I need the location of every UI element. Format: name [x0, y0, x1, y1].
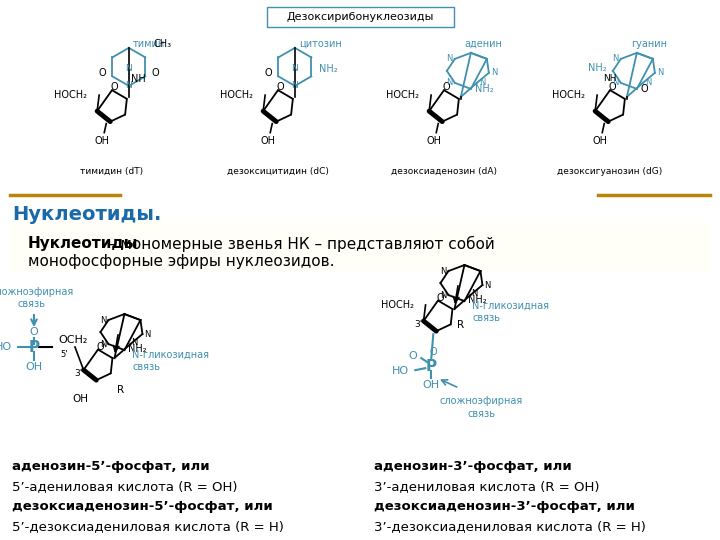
- Text: OH: OH: [72, 394, 89, 404]
- Text: NH₂: NH₂: [469, 295, 487, 305]
- Text: NH₂: NH₂: [588, 63, 607, 73]
- Text: NH₂: NH₂: [128, 344, 147, 354]
- Text: O: O: [436, 293, 444, 302]
- Text: N: N: [645, 78, 651, 87]
- Text: O: O: [99, 69, 107, 78]
- Text: аденин: аденин: [465, 39, 503, 49]
- Text: OH: OH: [95, 136, 109, 146]
- Text: O: O: [151, 69, 159, 78]
- Text: N: N: [446, 78, 453, 87]
- Text: CH₃: CH₃: [153, 39, 171, 49]
- Text: тимидин (dT): тимидин (dT): [81, 167, 143, 176]
- Text: OH: OH: [25, 362, 42, 372]
- Text: N: N: [100, 340, 107, 348]
- Text: сложноэфирная
связь: сложноэфирная связь: [0, 287, 73, 309]
- Text: аденозин-3’-фосфат, или: аденозин-3’-фосфат, или: [374, 460, 572, 473]
- Text: N: N: [100, 315, 107, 325]
- Text: N: N: [657, 69, 663, 77]
- Text: P: P: [426, 359, 437, 374]
- Text: P: P: [28, 340, 40, 354]
- Text: N: N: [292, 64, 298, 73]
- Text: OH: OH: [261, 136, 276, 146]
- Text: N: N: [440, 291, 446, 300]
- Text: OCH₂: OCH₂: [58, 335, 87, 345]
- Text: O: O: [30, 327, 38, 337]
- Text: O: O: [608, 82, 616, 92]
- Text: дезоксиаденозин (dA): дезоксиаденозин (dA): [391, 167, 497, 176]
- Text: R: R: [457, 320, 464, 330]
- Text: HOCH₂: HOCH₂: [54, 90, 87, 100]
- Text: HOCH₂: HOCH₂: [386, 90, 419, 100]
- Text: O: O: [641, 84, 649, 94]
- Text: дезоксиаденозин-5’-фосфат, или: дезоксиаденозин-5’-фосфат, или: [12, 500, 273, 513]
- Text: HOCH₂: HOCH₂: [381, 300, 413, 310]
- Text: гуанин: гуанин: [631, 39, 667, 49]
- Text: HO: HO: [0, 342, 12, 352]
- Text: 3': 3': [414, 320, 423, 329]
- Text: HO: HO: [392, 366, 409, 376]
- Text: R: R: [117, 386, 125, 395]
- Text: O: O: [265, 69, 272, 78]
- Text: N: N: [125, 64, 132, 73]
- Text: N: N: [485, 281, 491, 289]
- Text: N: N: [479, 78, 485, 87]
- Text: NH₂: NH₂: [319, 64, 338, 75]
- Text: 5’-дезоксиадениловая кислота (R = H): 5’-дезоксиадениловая кислота (R = H): [12, 520, 284, 533]
- Text: NH: NH: [603, 74, 617, 83]
- FancyBboxPatch shape: [10, 222, 710, 272]
- Text: 5’-адениловая кислота (R = OH): 5’-адениловая кислота (R = OH): [12, 480, 238, 493]
- Text: OH: OH: [423, 380, 440, 390]
- Text: Нуклеотиды: Нуклеотиды: [28, 236, 138, 251]
- Text: OH: OH: [427, 136, 442, 146]
- Text: N: N: [472, 288, 478, 298]
- Text: N: N: [145, 329, 150, 339]
- Text: 3’-адениловая кислота (R = OH): 3’-адениловая кислота (R = OH): [374, 480, 600, 493]
- Text: N: N: [613, 78, 619, 87]
- Text: Дезоксирибонуклеозиды: Дезоксирибонуклеозиды: [287, 12, 434, 22]
- Text: тимин: тимин: [133, 39, 165, 49]
- Text: N: N: [440, 267, 446, 275]
- Text: дезоксиаденозин-3’-фосфат, или: дезоксиаденозин-3’-фосфат, или: [374, 500, 635, 513]
- Text: O: O: [408, 351, 418, 361]
- Text: O: O: [442, 82, 450, 92]
- Text: NH₂: NH₂: [475, 84, 493, 94]
- Text: N: N: [292, 82, 298, 90]
- Text: N: N: [613, 55, 619, 63]
- Text: 5': 5': [60, 350, 68, 359]
- Text: монофосфорные эфиры нуклеозидов.: монофосфорные эфиры нуклеозидов.: [28, 254, 335, 269]
- Text: HOCH₂: HOCH₂: [552, 90, 585, 100]
- Text: HOCH₂: HOCH₂: [220, 90, 253, 100]
- Text: 3': 3': [74, 369, 82, 378]
- Text: 3’-дезоксиадениловая кислота (R = H): 3’-дезоксиадениловая кислота (R = H): [374, 520, 646, 533]
- Text: OH: OH: [593, 136, 608, 146]
- Text: NH: NH: [131, 74, 145, 84]
- Text: N: N: [491, 69, 498, 77]
- Text: O: O: [430, 347, 437, 357]
- Text: дезоксицитидин (dC): дезоксицитидин (dC): [227, 167, 329, 176]
- Text: N: N: [132, 338, 138, 347]
- Text: – мономерные звенья НК – представляют собой: – мономерные звенья НК – представляют со…: [103, 236, 495, 252]
- FancyBboxPatch shape: [267, 7, 454, 27]
- Text: Нуклеотиды.: Нуклеотиды.: [12, 205, 161, 224]
- Text: N-гликозидная
связь: N-гликозидная связь: [132, 350, 210, 373]
- Text: цитозин: цитозин: [299, 39, 341, 49]
- Text: N: N: [446, 55, 453, 63]
- Text: O: O: [276, 82, 284, 92]
- Text: сложноэфирная
связь: сложноэфирная связь: [440, 396, 523, 419]
- Text: дезоксигуанозин (dG): дезоксигуанозин (dG): [557, 167, 662, 176]
- Text: O: O: [110, 82, 118, 92]
- Text: N: N: [125, 82, 132, 90]
- Text: O: O: [96, 342, 104, 352]
- Text: аденозин-5’-фосфат, или: аденозин-5’-фосфат, или: [12, 460, 210, 473]
- Text: N-гликозидная
связь: N-гликозидная связь: [472, 301, 549, 323]
